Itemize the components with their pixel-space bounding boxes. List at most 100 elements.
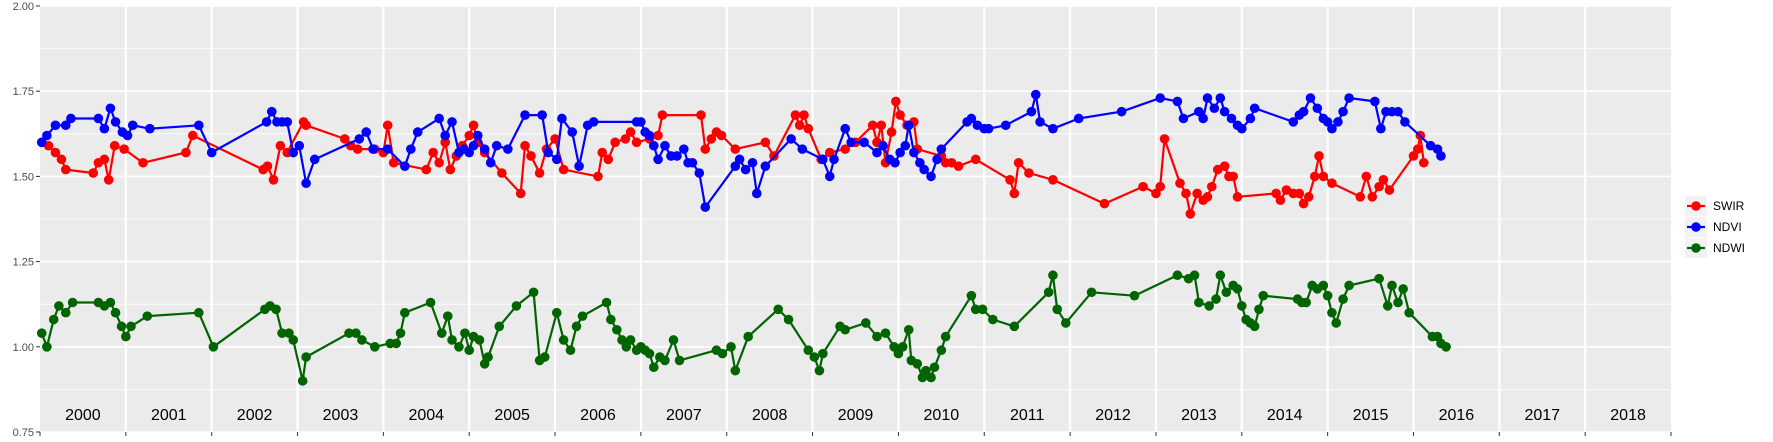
data-point	[895, 147, 905, 158]
data-point	[428, 147, 438, 158]
data-point	[1327, 123, 1337, 134]
data-point	[786, 134, 796, 144]
data-point	[610, 137, 620, 148]
data-point	[970, 304, 981, 315]
data-point	[434, 113, 444, 124]
data-point	[1226, 113, 1237, 124]
data-point	[474, 335, 485, 345]
data-point	[121, 331, 131, 342]
data-point	[284, 328, 294, 338]
data-point	[829, 154, 839, 165]
data-point	[1418, 157, 1429, 168]
data-point	[636, 117, 646, 127]
data-point	[206, 147, 217, 158]
data-point	[187, 130, 198, 141]
data-point	[814, 365, 825, 376]
data-point	[1393, 297, 1403, 308]
year-label: 2007	[666, 407, 702, 424]
y-tick-label: 0.75	[13, 427, 34, 439]
data-point	[1301, 297, 1311, 308]
data-point	[1005, 175, 1015, 185]
data-point	[56, 154, 67, 165]
data-point	[840, 123, 850, 134]
data-point	[1322, 117, 1333, 127]
data-point	[181, 147, 191, 158]
data-point	[66, 113, 76, 124]
year-label: 2010	[924, 407, 960, 424]
data-point	[464, 147, 475, 158]
data-point	[1099, 198, 1110, 209]
data-point	[867, 120, 878, 131]
data-point	[803, 123, 814, 134]
data-point	[574, 161, 584, 171]
data-point	[717, 348, 728, 359]
data-point	[726, 342, 736, 352]
data-point	[119, 144, 129, 154]
data-point	[657, 110, 668, 120]
data-point	[1312, 103, 1323, 114]
data-point	[625, 335, 636, 345]
data-point	[1404, 307, 1414, 318]
data-point	[890, 157, 900, 168]
data-point	[126, 321, 136, 332]
data-point	[277, 328, 287, 338]
data-point	[1232, 284, 1243, 294]
data-point	[929, 362, 940, 373]
data-point	[940, 331, 951, 342]
data-point	[824, 171, 835, 182]
year-label: 2003	[323, 407, 359, 424]
data-point	[543, 147, 553, 158]
data-point	[1361, 171, 1372, 182]
data-point	[593, 171, 603, 182]
data-point	[558, 335, 569, 345]
data-point	[1249, 321, 1260, 332]
data-point	[803, 345, 814, 356]
data-point	[760, 161, 771, 171]
data-point	[840, 324, 850, 335]
data-point	[1318, 280, 1329, 291]
data-point	[1327, 178, 1337, 189]
data-point	[491, 140, 502, 151]
legend: SWIR NDVI NDWI	[1685, 196, 1745, 258]
data-point	[1333, 117, 1343, 127]
series-layer	[36, 89, 1451, 386]
data-point	[588, 117, 599, 127]
data-point	[526, 151, 536, 161]
data-point	[926, 171, 936, 182]
data-point	[105, 297, 116, 308]
data-point	[1298, 198, 1309, 209]
data-point	[105, 103, 116, 114]
data-point	[1013, 157, 1024, 168]
data-point	[54, 301, 64, 311]
data-point	[520, 110, 530, 120]
data-point	[261, 117, 272, 127]
data-point	[653, 130, 663, 141]
data-point	[1172, 270, 1183, 281]
y-tick-label: 1.50	[13, 171, 34, 183]
data-point	[447, 335, 457, 345]
data-point	[818, 154, 828, 165]
data-point	[631, 137, 642, 148]
data-point	[915, 157, 925, 168]
year-label: 2016	[1439, 407, 1475, 424]
data-point	[620, 134, 631, 144]
data-point	[799, 110, 809, 120]
data-point	[1236, 301, 1247, 311]
data-point	[1172, 96, 1183, 107]
data-point	[1189, 270, 1200, 281]
data-point	[716, 130, 727, 141]
data-point	[60, 120, 71, 131]
data-point	[1052, 304, 1063, 315]
data-point	[434, 157, 444, 168]
data-point	[1000, 120, 1011, 131]
data-point	[1194, 106, 1204, 117]
data-point	[1412, 144, 1423, 154]
data-point	[977, 304, 988, 315]
data-point	[1400, 117, 1410, 127]
data-point	[1408, 151, 1419, 161]
data-point	[382, 144, 393, 154]
data-point	[783, 314, 794, 325]
data-point	[859, 137, 869, 148]
data-point	[668, 335, 679, 345]
data-point	[42, 130, 52, 141]
